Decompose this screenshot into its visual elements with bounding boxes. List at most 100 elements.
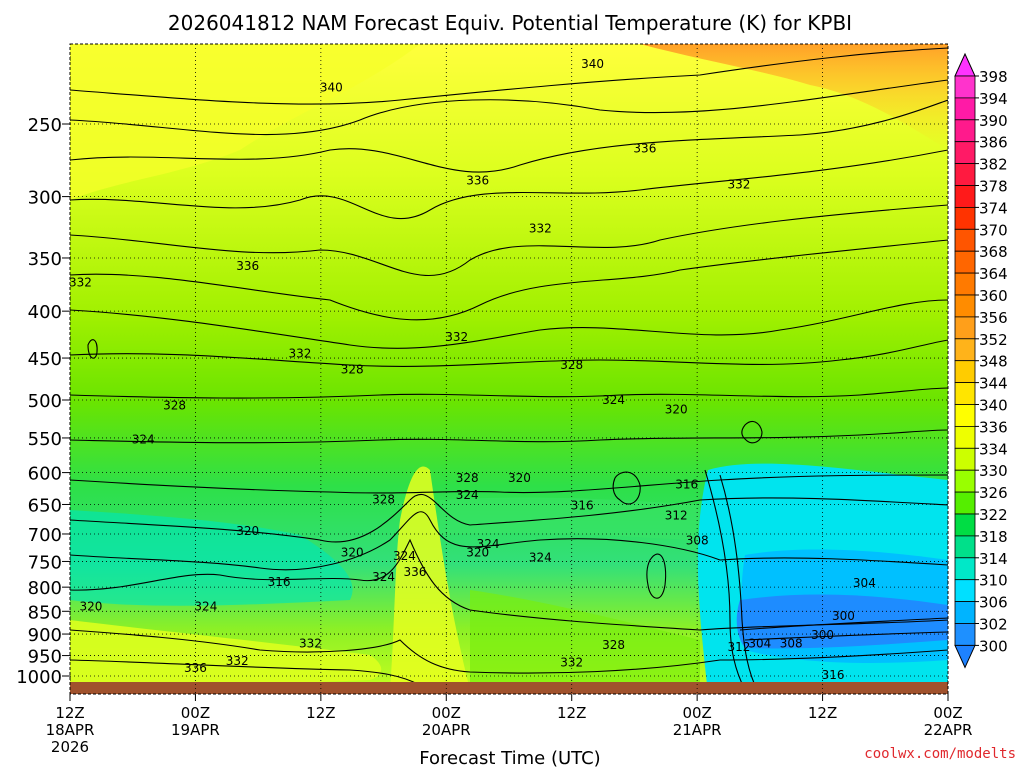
contour-label: 308 [780, 637, 803, 651]
contour-line [70, 339, 948, 367]
contour-label: 320 [236, 524, 259, 538]
contour-line [744, 631, 948, 641]
contour-label: 324 [132, 432, 155, 446]
x-tick-label: 12Z [306, 704, 335, 722]
contour-line [646, 553, 667, 599]
colorbar-swatch [954, 579, 976, 603]
colorbar-label: 370 [979, 221, 1008, 239]
contour-label: 324 [529, 551, 552, 565]
contour-line [70, 79, 948, 136]
colorbar-label: 394 [979, 90, 1008, 108]
colorbar-swatch [954, 623, 976, 646]
contour-label: 328 [560, 358, 583, 372]
y-tick-label: 400 [28, 302, 62, 323]
contour-label: 320 [466, 545, 489, 559]
colorbar-label: 344 [979, 375, 1008, 393]
colorbar-label: 364 [979, 265, 1008, 283]
contour-label: 332 [299, 637, 322, 651]
x-tick-label: 00Z [682, 704, 711, 722]
contour-line [70, 629, 948, 674]
contour-line [70, 299, 948, 349]
colorbar-swatch [954, 272, 976, 296]
contour-label: 320 [508, 471, 531, 485]
colorbar-swatch [954, 250, 976, 274]
colorbar-label: 302 [979, 616, 1008, 634]
contour-label: 316 [675, 477, 698, 491]
y-tick-label: 800 [28, 578, 62, 599]
field-blue-right [736, 594, 948, 649]
colorbar-swatch [954, 206, 976, 230]
contour-line [70, 493, 948, 543]
colorbar-swatch [954, 185, 976, 208]
y-tick-label: 250 [28, 115, 62, 136]
y-tick-label: 300 [28, 188, 62, 209]
colorbar-label: 310 [979, 572, 1008, 590]
contour-lines [70, 47, 948, 693]
y-tick-label: 950 [28, 647, 62, 668]
contour-label: 328 [602, 638, 625, 652]
x-tick-label: 22APR [924, 721, 973, 739]
colorbar-label: 340 [979, 397, 1008, 415]
field-yellow-left [70, 44, 420, 200]
colorbar-swatch [954, 469, 976, 493]
contour-label: 340 [581, 57, 604, 71]
colorbar-label: 334 [979, 440, 1008, 458]
colorbar-label: 336 [979, 418, 1008, 436]
contour-label: 336 [633, 142, 656, 156]
y-axis: 2503003504004505005506006507007508008509… [16, 115, 70, 688]
contour-label: 332 [529, 221, 552, 235]
colorbar-label: 322 [979, 506, 1008, 524]
colorbar-label: 318 [979, 528, 1008, 546]
contour-label: 304 [853, 576, 876, 590]
field-lower-green [470, 590, 700, 690]
x-tick-label: 19APR [171, 721, 220, 739]
contour-line [70, 239, 948, 321]
contour-label: 336 [184, 661, 207, 675]
colorbar-swatch [954, 294, 976, 318]
contour-label: 312 [727, 640, 750, 654]
colorbar-label: 330 [979, 462, 1008, 480]
contour-label: 332 [288, 347, 311, 361]
x-tick-label: 00Z [933, 704, 962, 722]
colorbar-swatch [954, 425, 976, 449]
x-tick-label: 12Z [55, 704, 84, 722]
colorbar-swatch [954, 535, 976, 559]
contour-line [70, 538, 948, 631]
x-tick-label: 12Z [808, 704, 837, 722]
y-tick-label: 550 [28, 429, 62, 450]
contour-line [70, 429, 948, 444]
contour-label: 332 [69, 275, 92, 289]
chart-title: 2026041812 NAM Forecast Equiv. Potential… [168, 11, 852, 35]
colorbar-label: 356 [979, 309, 1008, 327]
colorbar-label: 374 [979, 199, 1008, 217]
contour-label: 316 [571, 499, 594, 513]
y-tick-label: 750 [28, 552, 62, 573]
contour-labels: 340 340 336 336 332 332 336 332 332 332 328 328 328 3… [69, 57, 876, 682]
contour-line [87, 339, 98, 359]
y-tick-label: 350 [28, 249, 62, 270]
colorbar-swatch [954, 382, 976, 405]
y-tick-label: 450 [28, 349, 62, 370]
contour-label: 332 [226, 654, 249, 668]
grid-lines [70, 44, 948, 694]
colorbar-label: 382 [979, 156, 1008, 174]
contour-label: 324 [372, 570, 395, 584]
contour-label: 332 [445, 330, 468, 344]
field-orange-top [640, 44, 948, 150]
contour-line [70, 387, 948, 399]
contour-line [741, 420, 763, 444]
contour-line [70, 659, 421, 686]
ground [70, 682, 948, 694]
contour-label: 328 [372, 493, 395, 507]
colorbar-label: 386 [979, 134, 1008, 152]
y-tick-label: 850 [28, 602, 62, 623]
contour-label: 336 [236, 259, 259, 273]
colorbar-swatch [954, 557, 976, 581]
colorbar-swatch [954, 228, 976, 252]
contour-line [704, 469, 746, 691]
x-tick-label: 00Z [181, 704, 210, 722]
contour-line [70, 149, 948, 220]
contour-label: 316 [822, 668, 845, 682]
contour-label: 336 [466, 173, 489, 187]
y-tick-label: 500 [28, 391, 62, 412]
